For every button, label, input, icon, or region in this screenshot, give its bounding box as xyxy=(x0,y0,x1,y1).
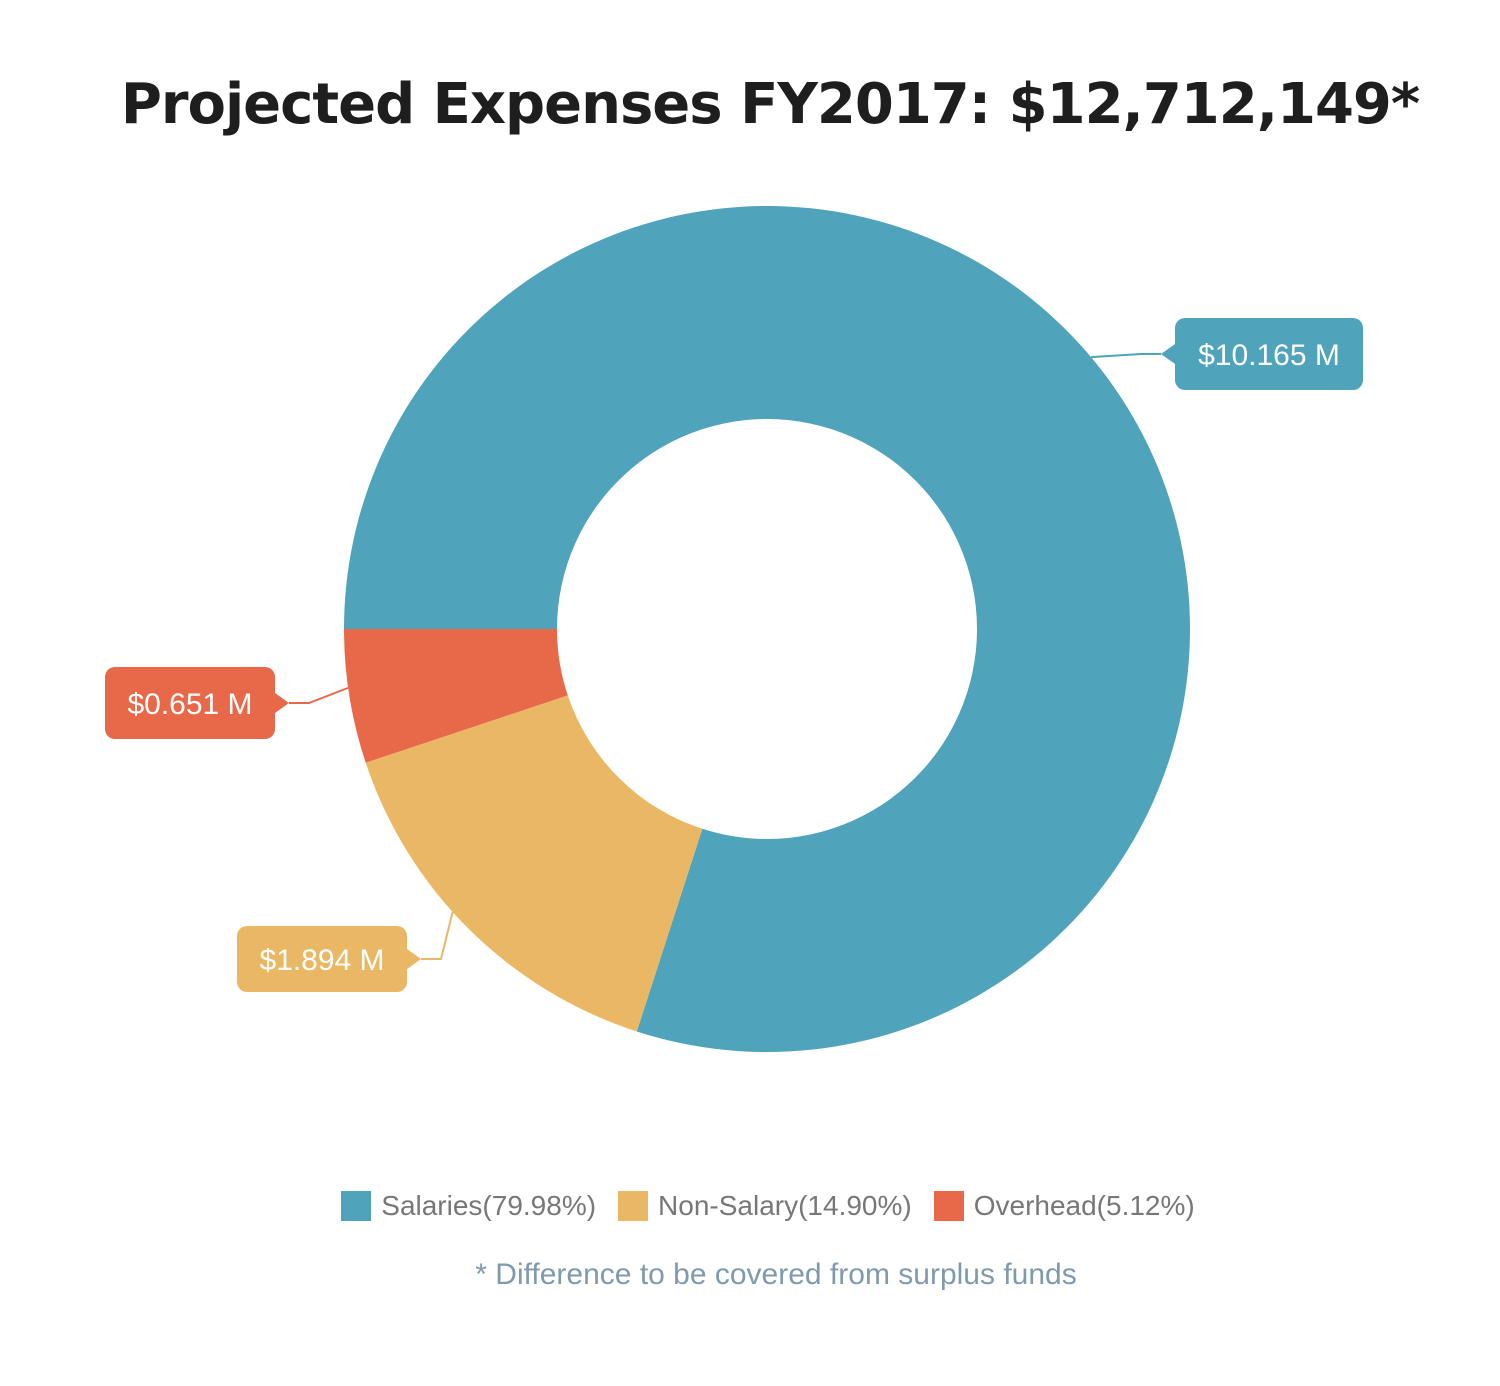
footnote: * Difference to be covered from surplus … xyxy=(475,1258,1077,1291)
callout-salaries: $10.165 M xyxy=(1090,318,1363,390)
legend: Salaries(79.98%) Non-Salary(14.90%) Over… xyxy=(0,1190,1500,1222)
legend-item-overhead[interactable]: Overhead(5.12%) xyxy=(933,1190,1195,1222)
data-label-salaries: $10.165 M xyxy=(1198,339,1340,372)
legend-swatch-overhead xyxy=(933,1191,964,1221)
callout-box-salaries xyxy=(1175,318,1363,390)
callout-pointer-non-salary xyxy=(407,949,421,969)
slices-layer xyxy=(344,206,1190,1052)
legend-label-salaries: Salaries(79.98%) xyxy=(381,1190,597,1221)
callout-line-salaries xyxy=(1090,353,1161,359)
callout-pointer-salaries xyxy=(1161,344,1175,364)
callout-pointer-overhead xyxy=(275,693,289,713)
callout-overhead: $0.651 M xyxy=(105,667,349,739)
callout-non-salary: $1.894 M xyxy=(237,911,454,992)
labels-layer: $10.165 M $1.894 M $0.651 M xyxy=(105,318,1363,992)
callout-box-non-salary xyxy=(237,926,407,992)
data-label-overhead: $0.651 M xyxy=(127,688,252,721)
legend-label-non-salary: Non-Salary(14.90%) xyxy=(658,1190,912,1221)
legend-swatch-non-salary xyxy=(618,1191,649,1221)
slice-non-salary[interactable] xyxy=(365,695,703,1032)
data-label-non-salary: $1.894 M xyxy=(259,944,384,977)
callout-line-non-salary xyxy=(421,911,454,960)
chart-title: Projected Expenses FY2017: $12,712,149* xyxy=(120,72,1420,137)
slice-salaries[interactable] xyxy=(344,206,1190,1052)
legend-item-salaries[interactable]: Salaries(79.98%) xyxy=(341,1190,596,1222)
legend-label-overhead: Overhead(5.12%) xyxy=(973,1190,1195,1221)
callout-box-overhead xyxy=(105,667,275,739)
legend-item-non-salary[interactable]: Non-Salary(14.90%) xyxy=(618,1190,912,1222)
legend-swatch-salaries xyxy=(341,1191,372,1221)
callout-line-overhead xyxy=(289,686,349,704)
slice-overhead[interactable] xyxy=(344,629,568,763)
